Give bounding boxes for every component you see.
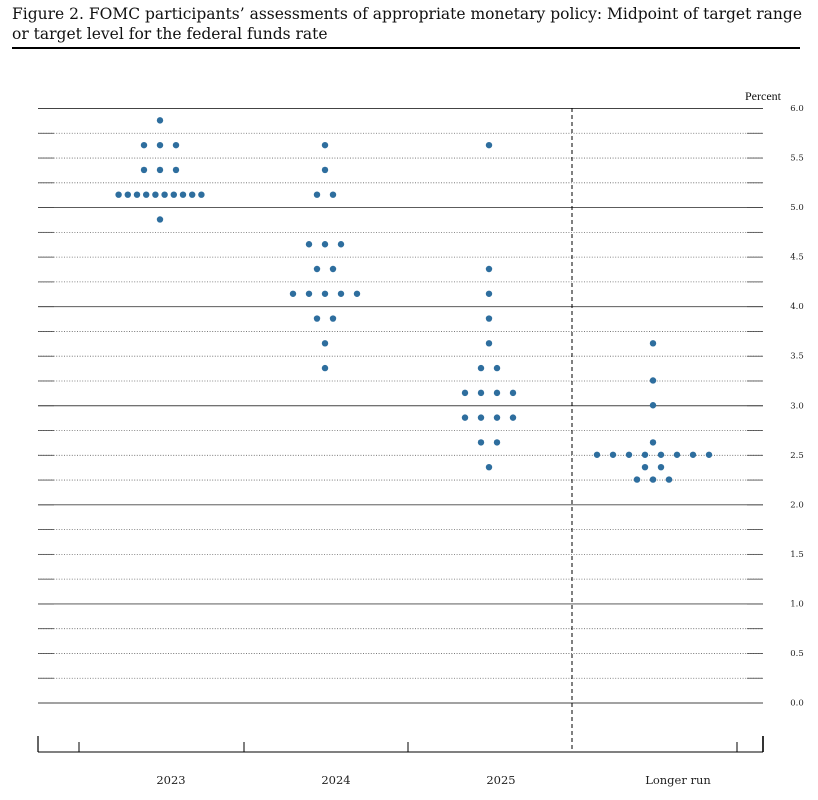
y-tick-label: 4.0 bbox=[790, 302, 804, 312]
data-point bbox=[124, 191, 131, 198]
data-point bbox=[170, 191, 177, 198]
dots bbox=[115, 117, 713, 483]
y-tick-label: 0.5 bbox=[790, 649, 804, 659]
data-point bbox=[641, 463, 649, 471]
data-point bbox=[156, 141, 164, 149]
data-point bbox=[321, 166, 329, 174]
data-point bbox=[329, 191, 337, 198]
data-point bbox=[477, 364, 485, 372]
data-point bbox=[189, 191, 196, 198]
y-tick-label: 2.0 bbox=[790, 500, 804, 510]
y-tick-label: 5.0 bbox=[790, 203, 804, 213]
data-point bbox=[649, 402, 657, 409]
data-point bbox=[477, 414, 485, 421]
data-point bbox=[593, 451, 601, 458]
data-point bbox=[493, 364, 501, 372]
y-tick-label: 2.5 bbox=[790, 451, 804, 461]
data-point bbox=[161, 191, 168, 198]
data-point bbox=[305, 290, 313, 297]
data-point bbox=[657, 463, 665, 471]
grid-lines: 0.0 0.5 1.0 1.5 2.0 2.5 3.0 3.5 4.0 4.5 5.0 5.5 6.0 bbox=[38, 104, 804, 752]
data-point bbox=[133, 191, 141, 198]
data-point bbox=[493, 439, 501, 446]
y-axis-unit-label: Percent bbox=[745, 89, 782, 103]
data-point bbox=[156, 117, 164, 124]
data-point bbox=[649, 340, 657, 347]
data-point bbox=[337, 290, 345, 297]
data-point bbox=[485, 315, 493, 322]
data-point bbox=[321, 340, 329, 347]
figure-caption: Figure 2. FOMC participants’ assessments… bbox=[12, 5, 802, 43]
data-point bbox=[179, 191, 187, 198]
x-category-label: 2025 bbox=[486, 773, 515, 787]
data-point bbox=[493, 414, 501, 421]
data-point bbox=[313, 265, 321, 273]
data-point bbox=[493, 389, 501, 397]
y-tick-label: 3.0 bbox=[790, 401, 804, 411]
data-point bbox=[329, 265, 337, 273]
data-point bbox=[485, 463, 493, 471]
data-point bbox=[289, 290, 297, 297]
y-tick-label: 0.0 bbox=[790, 699, 804, 709]
data-point bbox=[353, 290, 361, 297]
x-axis: 2023 2024 2025 Longer run bbox=[37, 736, 764, 787]
y-tick-label: 1.0 bbox=[790, 599, 804, 609]
data-point bbox=[609, 451, 617, 458]
data-point bbox=[321, 141, 329, 149]
data-point bbox=[313, 315, 321, 322]
data-point bbox=[649, 476, 657, 483]
caption-rule bbox=[12, 47, 800, 49]
data-point bbox=[321, 241, 329, 248]
y-tick-label: 3.5 bbox=[790, 352, 804, 362]
data-point bbox=[461, 414, 469, 421]
data-point bbox=[485, 290, 493, 297]
x-category-label: Longer run bbox=[645, 773, 711, 787]
data-point bbox=[115, 191, 122, 198]
data-point bbox=[172, 141, 180, 149]
data-point bbox=[143, 191, 150, 198]
data-point bbox=[641, 451, 649, 458]
data-point bbox=[477, 439, 485, 446]
y-tick-label: 1.5 bbox=[790, 550, 804, 560]
data-point bbox=[305, 241, 313, 248]
data-point bbox=[509, 414, 517, 421]
data-point bbox=[329, 315, 337, 322]
data-point bbox=[673, 451, 681, 458]
x-category-label: 2024 bbox=[321, 773, 350, 787]
y-tick-label: 6.0 bbox=[790, 104, 804, 114]
data-point bbox=[313, 191, 321, 198]
x-category-label: 2023 bbox=[156, 773, 185, 787]
data-point bbox=[321, 364, 329, 372]
data-point bbox=[485, 265, 493, 273]
y-tick-label: 5.5 bbox=[790, 154, 804, 164]
data-point bbox=[509, 389, 517, 397]
data-point bbox=[477, 389, 485, 397]
y-tick-label: 4.5 bbox=[790, 253, 804, 263]
data-point bbox=[705, 451, 713, 458]
data-point bbox=[461, 389, 469, 397]
data-point bbox=[649, 377, 657, 384]
data-point bbox=[485, 340, 493, 347]
data-point bbox=[152, 191, 159, 198]
data-point bbox=[657, 451, 665, 458]
data-point bbox=[156, 216, 164, 223]
data-point bbox=[321, 290, 329, 297]
data-point bbox=[485, 141, 493, 149]
data-point bbox=[689, 451, 697, 458]
data-point bbox=[172, 166, 180, 174]
data-point bbox=[156, 166, 164, 174]
data-point bbox=[140, 141, 148, 149]
data-point bbox=[198, 191, 205, 198]
data-point bbox=[140, 166, 148, 174]
data-point bbox=[337, 241, 345, 248]
data-point bbox=[625, 451, 633, 458]
data-point bbox=[665, 476, 673, 483]
data-point bbox=[633, 476, 641, 483]
data-point bbox=[649, 439, 657, 446]
